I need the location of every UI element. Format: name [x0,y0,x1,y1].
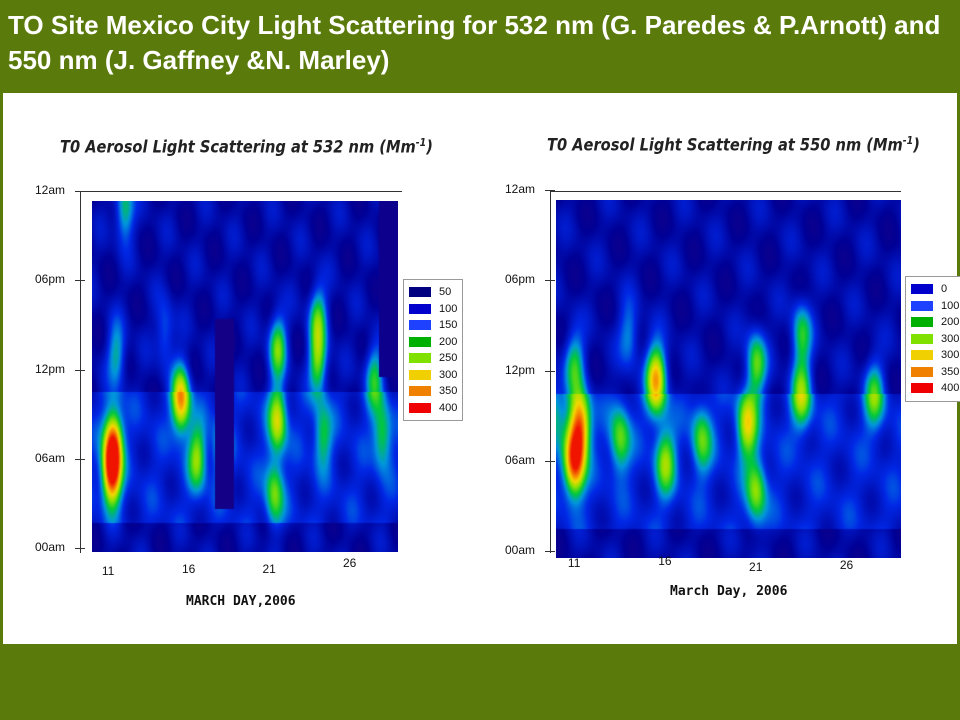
x-tick-label: 16 [658,554,672,568]
legend-label: 50 [439,286,452,299]
chart-title-exponent: -1 [415,136,427,149]
y-tick-label: 00am [34,540,65,554]
slide-title: TO Site Mexico City Light Scattering for… [8,10,941,75]
legend-entry: 250 [409,350,457,367]
legend-swatch [409,303,431,314]
heatmap-plot [92,201,398,552]
legend-swatch [409,287,431,298]
legend-swatch [911,383,933,394]
legend-entry: 150 [409,317,457,334]
legend: 0 100 200 300 300 350 400 [905,276,960,402]
chart-title-end: ) [426,137,433,158]
legend-swatch [911,350,933,361]
y-tick-mark [545,460,555,462]
legend-swatch [911,366,933,377]
y-tick-label: 12pm [34,361,65,376]
y-tick-label: 00am [504,543,535,557]
legend-label: 100 [439,302,458,315]
y-tick-mark [545,280,555,282]
legend-entry: 200 [911,314,959,331]
legend-entry: 0 [911,281,959,298]
y-tick-label: 12pm [504,362,535,377]
x-axis-label: MARCH DAY,2006 [186,594,296,609]
legend-label: 200 [941,316,960,329]
x-tick-label: 26 [342,556,357,570]
y-tick-label: 06pm [34,272,65,287]
legend-entry: 300 [409,367,457,384]
legend-label: 200 [439,335,458,348]
legend-swatch [409,369,431,380]
chart-title-end: ) [913,135,920,156]
x-tick-label: 21 [262,562,276,576]
legend: 50 100 150 200 250 300 350 400 [403,279,464,421]
legend-swatch [911,333,933,344]
chart-title: T0 Aerosol Light Scattering at 550 nm (M… [547,134,920,156]
legend-entry: 400 [409,400,457,417]
legend-entry: 350 [409,383,457,400]
legend-label: 350 [941,365,960,378]
y-tick-label: 06am [34,450,65,465]
x-tick-label: 11 [567,556,581,570]
y-tick-mark [75,548,85,549]
legend-swatch [409,386,431,397]
y-tick-mark [75,458,85,460]
chart-title-exponent: -1 [902,134,914,147]
y-tick-mark [75,369,85,371]
heatmap-plot [556,200,901,558]
top-border [550,191,901,192]
chart-title-main: T0 Aerosol Light Scattering at 550 nm (M… [547,135,903,156]
legend-label: 300 [941,332,960,345]
legend-label: 250 [439,352,458,365]
y-axis-line [550,191,551,553]
y-axis-line [80,191,81,553]
y-tick-label: 12am [34,183,65,197]
legend-label: 400 [941,382,960,395]
y-tick-mark [75,191,85,192]
y-tick-label: 12am [504,182,535,196]
legend-label: 150 [439,319,458,332]
legend-label: 300 [941,349,960,362]
y-tick-label: 06am [504,452,535,467]
x-tick-label: 26 [839,558,854,572]
legend-label: 0 [941,283,948,296]
x-tick-label: 21 [749,560,763,574]
content-panel: T0 Aerosol Light Scattering at 532 nm (M… [3,93,960,644]
legend-swatch [409,320,431,331]
y-tick-mark [545,370,555,372]
legend-swatch [911,284,933,295]
legend-label: 100 [941,299,960,312]
legend-entry: 200 [409,334,457,351]
y-tick-mark [75,280,85,282]
legend-entry: 50 [409,284,457,301]
x-tick-label: 16 [181,562,196,576]
legend-entry: 100 [409,301,457,318]
top-border [80,191,402,192]
y-tick-label: 06pm [504,272,535,287]
chart-532nm: T0 Aerosol Light Scattering at 532 nm (M… [3,93,480,644]
chart-title: T0 Aerosol Light Scattering at 532 nm (M… [60,136,433,158]
legend-label: 300 [439,368,458,381]
legend-swatch [911,317,933,328]
legend-swatch [409,336,431,347]
x-axis-label: March Day, 2006 [670,584,788,599]
legend-swatch [409,353,431,364]
legend-label: 350 [439,385,458,398]
legend-entry: 100 [911,298,959,315]
chart-title-main: T0 Aerosol Light Scattering at 532 nm (M… [60,137,416,158]
x-tick-label: 11 [101,564,115,578]
legend-entry: 400 [911,380,959,397]
legend-swatch [409,402,431,413]
legend-label: 400 [439,401,458,414]
chart-550nm: T0 Aerosol Light Scattering at 550 nm (M… [475,93,960,644]
legend-entry: 300 [911,331,959,348]
legend-entry: 300 [911,347,959,364]
legend-entry: 350 [911,364,959,381]
y-tick-mark [545,551,555,552]
legend-swatch [911,300,933,311]
y-tick-mark [545,190,555,191]
